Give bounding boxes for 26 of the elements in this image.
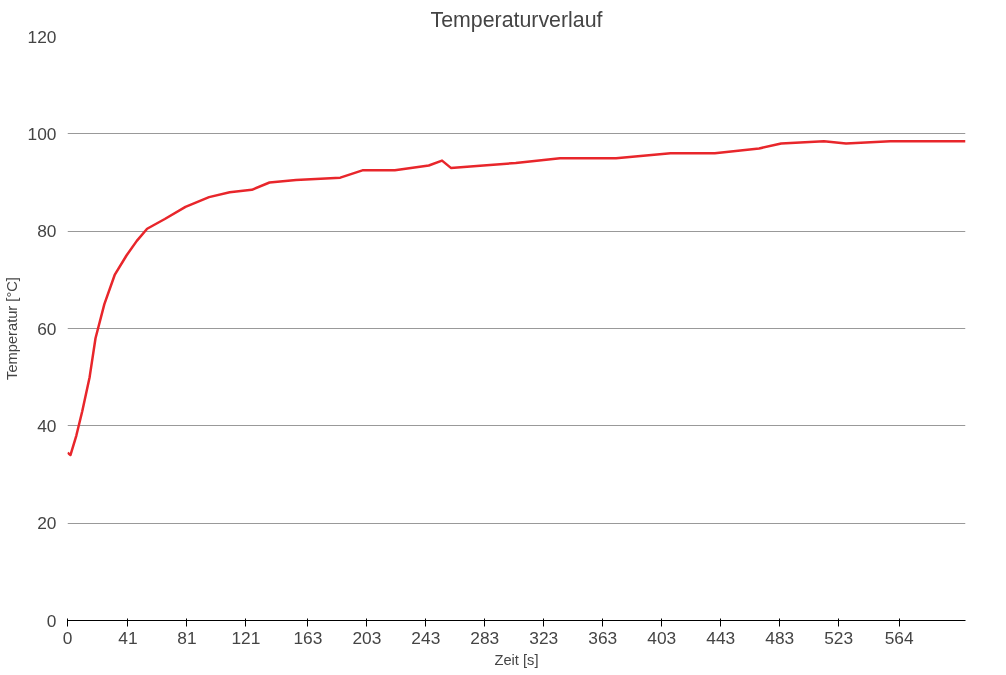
y-tick-label: 20 (37, 513, 57, 534)
x-tick-label: 41 (118, 627, 138, 648)
y-tick-label: 80 (37, 221, 57, 242)
x-tick-label: 243 (411, 627, 441, 648)
x-tick-label: 363 (588, 627, 618, 648)
x-tick-label: 523 (824, 627, 854, 648)
x-tick-label: 483 (765, 627, 795, 648)
x-tick-label: 203 (352, 627, 382, 648)
x-tick-label: 403 (647, 627, 677, 648)
chart-title: Temperaturverlauf (430, 7, 603, 32)
x-tick-label: 283 (470, 627, 500, 648)
x-tick-label: 323 (529, 627, 559, 648)
x-tick-label: 121 (231, 627, 261, 648)
y-tick-label: 60 (37, 318, 57, 339)
x-tick-label: 443 (706, 627, 736, 648)
x-tick-label: 81 (177, 627, 197, 648)
line-series (67, 139, 966, 457)
x-axis-title: Zeit [s] (494, 651, 539, 668)
y-tick-label: 40 (37, 415, 57, 436)
x-tick-label: 163 (293, 627, 323, 648)
y-axis-title: Temperatur [°C] (3, 277, 20, 380)
y-tick-label: 0 (46, 610, 57, 631)
x-tick-label: 0 (62, 627, 73, 648)
y-tick-label: 120 (27, 26, 57, 47)
y-tick-label: 100 (27, 123, 57, 144)
x-tick-label: 564 (884, 627, 914, 648)
